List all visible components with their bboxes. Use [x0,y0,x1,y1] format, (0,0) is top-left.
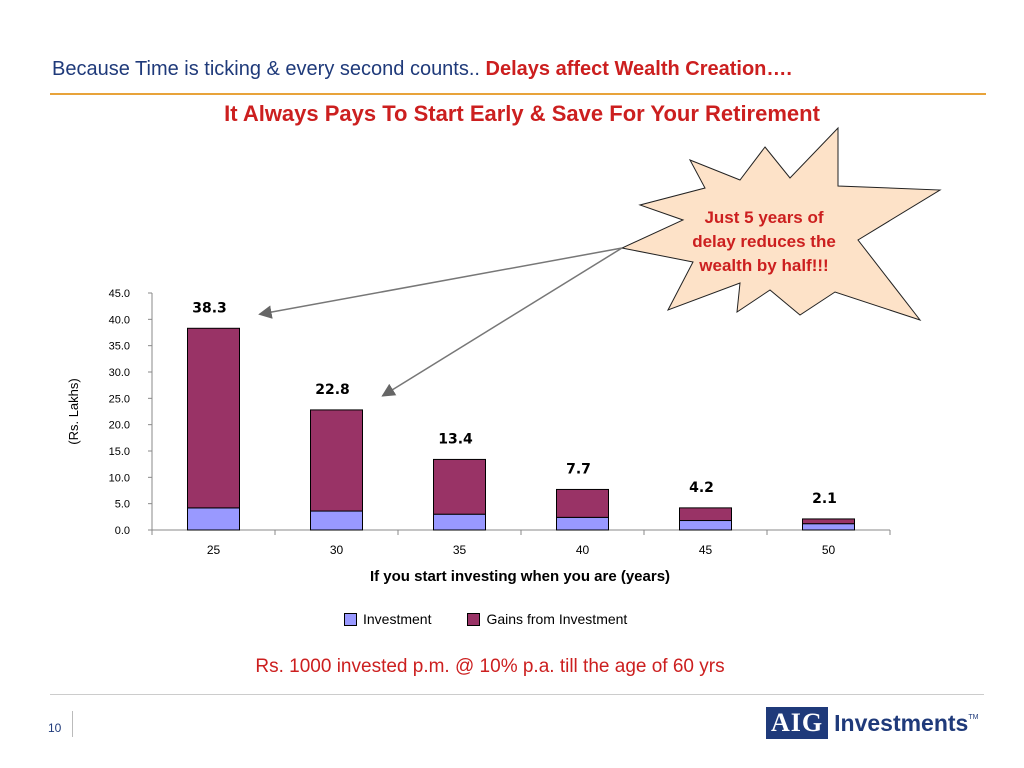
page-number: 10 [48,721,62,735]
y-tick-label: 5.0 [115,499,130,511]
legend-label-gains: Gains from Investment [486,611,628,627]
bar-gains-35 [433,458,486,515]
y-tick-label: 35.0 [109,341,130,353]
y-tick-label: 10.0 [109,472,130,484]
chart-title: It Always Pays To Start Early & Save For… [224,101,820,126]
data-label-35: 13.4 [438,431,473,447]
bar-investment-30 [310,510,363,531]
footer-divider [50,694,984,695]
callout-arrow-25 [258,247,623,319]
x-tick-label-50: 50 [822,543,836,557]
y-tick-label: 20.0 [109,420,130,432]
x-tick-label-25: 25 [207,543,221,557]
x-tick-label-45: 45 [699,543,713,557]
bar-investment-50 [802,523,855,531]
x-tick-label-40: 40 [576,543,590,557]
page-number-separator [72,711,73,737]
logo-trademark: TM [968,714,979,721]
y-tick-label: 40.0 [109,314,130,326]
bar-gains-25 [187,327,240,509]
y-tick-label: 0.0 [115,525,130,537]
callout-text: Just 5 years of delay reduces the wealth… [692,208,836,275]
bar-investment-25 [187,507,240,531]
footnote: Rs. 1000 invested p.m. @ 10% p.a. till t… [255,656,725,677]
y-tick-label: 15.0 [109,446,130,458]
slide-header: Because Time is ticking & every second c… [52,58,992,81]
y-tick-label: 25.0 [109,393,130,405]
bar-investment-40 [556,516,609,531]
bar-investment-45 [679,520,732,531]
y-axis-title: (Rs. Lakhs) [66,378,81,444]
bar-gains-40 [556,488,609,518]
header-divider [50,93,986,95]
bar-gains-45 [679,507,732,522]
legend-swatch-gains [467,612,481,626]
bar-investment-35 [433,513,486,531]
x-tick-label-30: 30 [330,543,344,557]
logo-mark: AIG [766,707,829,739]
aig-investments-logo: AIG Investments TM [766,706,978,740]
header-accent-text: Delays affect Wealth Creation…. [485,58,792,80]
legend-item-investment: Investment [344,611,431,627]
y-tick-label: 30.0 [109,367,130,379]
x-axis-title: If you start investing when you are (yea… [369,568,671,585]
data-label-45: 4.2 [689,480,714,496]
legend-item-gains: Gains from Investment [467,611,627,627]
bar-gains-30 [310,409,363,512]
header-main-text: Because Time is ticking & every second c… [52,58,480,80]
callout-arrow-30 [381,247,623,397]
logo-name: Investments [834,709,969,736]
legend-swatch-investment [344,612,357,626]
bar-gains-50 [802,518,855,525]
callout-starburst [620,126,942,321]
data-label-30: 22.8 [315,382,350,398]
data-label-25: 38.3 [192,300,227,316]
x-tick-label-35: 35 [453,543,467,557]
legend-label-investment: Investment [363,611,432,627]
chart-legend: Investment Gains from Investment [344,611,663,627]
y-tick-label: 45.0 [109,288,130,300]
data-label-40: 7.7 [566,461,591,477]
data-label-50: 2.1 [812,491,837,507]
